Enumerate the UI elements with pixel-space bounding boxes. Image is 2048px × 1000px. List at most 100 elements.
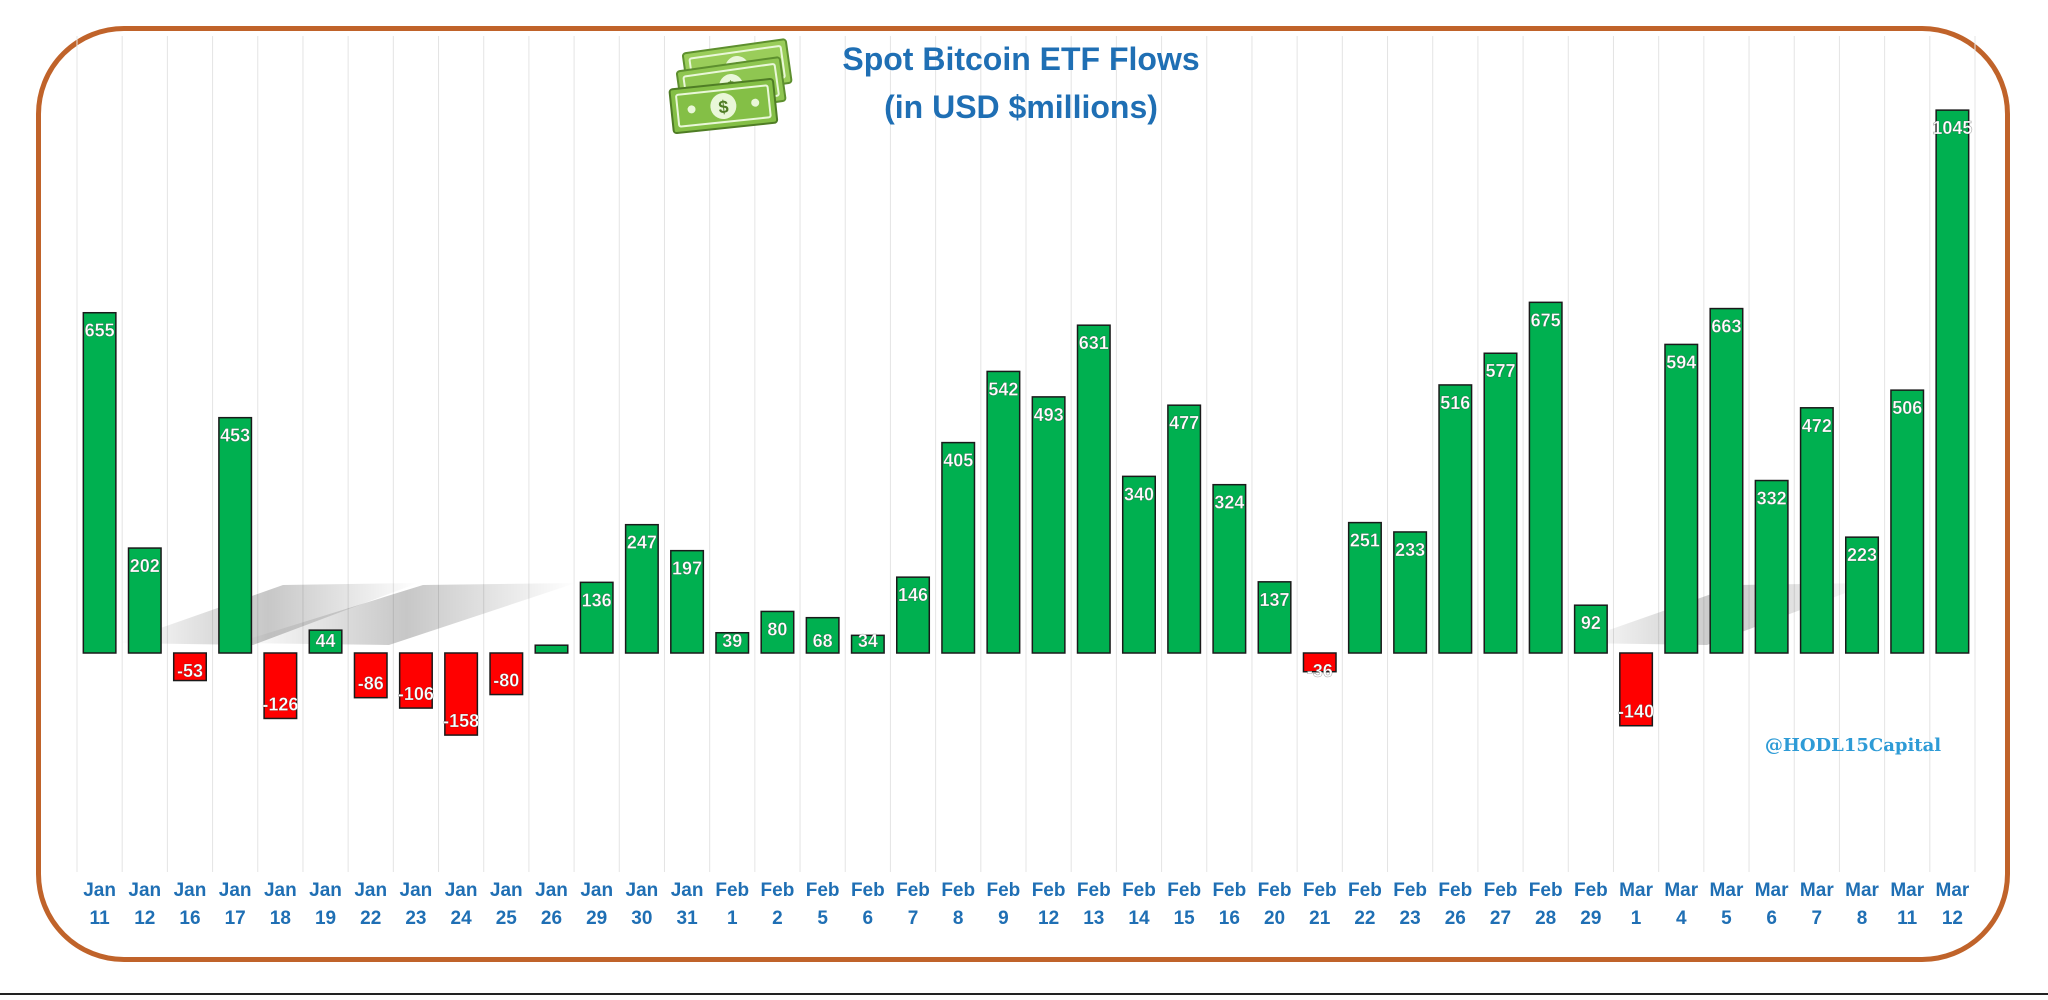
data-label: 324: [1214, 493, 1244, 513]
x-tick-day: 12: [1038, 908, 1059, 929]
data-label: 197: [672, 559, 702, 579]
x-axis-tick-labels: Jan11Jan12Jan16Jan17Jan18Jan19Jan22Jan23…: [83, 880, 1970, 929]
x-tick-month: Feb: [1077, 880, 1111, 901]
data-label: 472: [1802, 416, 1832, 436]
x-tick-month: Feb: [1167, 880, 1201, 901]
data-label: 34: [858, 631, 878, 651]
x-tick-day: 23: [405, 908, 426, 929]
data-label: 332: [1757, 489, 1787, 509]
x-tick-day: 13: [1083, 908, 1104, 929]
data-label: 251: [1350, 531, 1380, 551]
x-tick-day: 11: [90, 908, 111, 929]
data-label: 39: [722, 631, 742, 651]
x-tick-day: 15: [1174, 908, 1196, 929]
x-tick-day: 26: [1445, 908, 1466, 929]
x-tick-month: Feb: [1574, 880, 1608, 901]
bar-feb-12: [1032, 397, 1065, 653]
data-label: 506: [1892, 398, 1922, 418]
data-label: 516: [1440, 393, 1470, 413]
x-tick-day: 6: [863, 908, 874, 929]
x-tick-day: 14: [1128, 908, 1150, 929]
x-tick-day: 7: [1812, 908, 1823, 929]
bar-mar-4: [1665, 344, 1698, 653]
x-tick-day: 4: [1676, 908, 1687, 929]
data-label: 68: [813, 631, 833, 651]
x-tick-month: Mar: [1890, 880, 1924, 901]
bar-feb-9: [987, 371, 1020, 653]
x-tick-day: 1: [1631, 908, 1642, 929]
x-tick-day: 16: [179, 908, 200, 929]
x-tick-day: 29: [586, 908, 607, 929]
chart-title-line-2: (in USD $millions): [884, 89, 1158, 125]
data-label: 577: [1485, 361, 1515, 381]
bar-feb-13: [1078, 325, 1111, 653]
x-tick-day: 23: [1400, 908, 1421, 929]
x-tick-day: 8: [1857, 908, 1868, 929]
x-tick-day: 24: [451, 908, 473, 929]
data-label: 223: [1847, 545, 1877, 565]
x-tick-month: Jan: [400, 880, 433, 901]
x-tick-month: Feb: [1258, 880, 1292, 901]
x-tick-day: 12: [1942, 908, 1963, 929]
x-tick-day: 5: [817, 908, 828, 929]
data-label: 146: [898, 585, 928, 605]
x-tick-day: 25: [496, 908, 518, 929]
data-label: 136: [582, 590, 612, 610]
money-stack-icon: $ $ $: [669, 39, 791, 133]
bar-feb-15: [1168, 405, 1201, 653]
x-tick-month: Feb: [896, 880, 930, 901]
data-label: 202: [130, 556, 160, 576]
data-label: -53: [177, 661, 203, 681]
bar-jan-11: [83, 313, 116, 653]
x-tick-day: 28: [1535, 908, 1556, 929]
data-label: 405: [943, 451, 973, 471]
x-tick-month: Mar: [1936, 880, 1970, 901]
watermark: @HODL15Capital: [1765, 735, 1941, 756]
data-label: 477: [1169, 413, 1199, 433]
x-tick-month: Mar: [1845, 880, 1879, 901]
x-tick-month: Jan: [535, 880, 568, 901]
data-label: 137: [1260, 590, 1290, 610]
data-label: -158: [443, 711, 479, 731]
x-tick-month: Feb: [715, 880, 749, 901]
bottom-divider: [0, 993, 2048, 995]
x-tick-day: 31: [677, 908, 699, 929]
bar-feb-27: [1484, 353, 1517, 653]
x-tick-day: 16: [1219, 908, 1240, 929]
data-label: 542: [988, 379, 1018, 399]
x-tick-month: Feb: [1212, 880, 1246, 901]
x-tick-month: Feb: [987, 880, 1021, 901]
bar-feb-26: [1439, 385, 1472, 653]
x-tick-month: Mar: [1710, 880, 1744, 901]
data-label: -126: [262, 694, 298, 714]
x-tick-day: 5: [1721, 908, 1732, 929]
x-tick-day: 12: [134, 908, 155, 929]
x-tick-month: Feb: [1032, 880, 1066, 901]
data-label: 675: [1531, 310, 1561, 330]
bar-mar-12: [1936, 110, 1969, 653]
x-tick-month: Jan: [219, 880, 252, 901]
x-tick-month: Jan: [309, 880, 342, 901]
bar-jan-17: [219, 418, 252, 653]
x-tick-month: Feb: [1348, 880, 1382, 901]
x-tick-day: 11: [1897, 908, 1918, 929]
bar-mar-11: [1891, 390, 1924, 653]
x-tick-month: Feb: [851, 880, 885, 901]
data-label: 44: [316, 631, 336, 651]
x-tick-day: 19: [315, 908, 336, 929]
x-tick-month: Mar: [1664, 880, 1698, 901]
x-tick-month: Feb: [1303, 880, 1337, 901]
bar-feb-8: [942, 443, 975, 653]
x-tick-month: Feb: [941, 880, 975, 901]
data-label: 233: [1395, 540, 1425, 560]
x-tick-month: Feb: [1393, 880, 1427, 901]
x-tick-day: 9: [998, 908, 1009, 929]
chart-title-line-1: Spot Bitcoin ETF Flows: [842, 41, 1199, 77]
x-tick-month: Jan: [626, 880, 659, 901]
x-tick-month: Jan: [128, 880, 161, 901]
x-tick-day: 29: [1580, 908, 1601, 929]
x-tick-month: Feb: [1529, 880, 1563, 901]
data-label: 340: [1124, 484, 1154, 504]
x-tick-month: Mar: [1619, 880, 1653, 901]
